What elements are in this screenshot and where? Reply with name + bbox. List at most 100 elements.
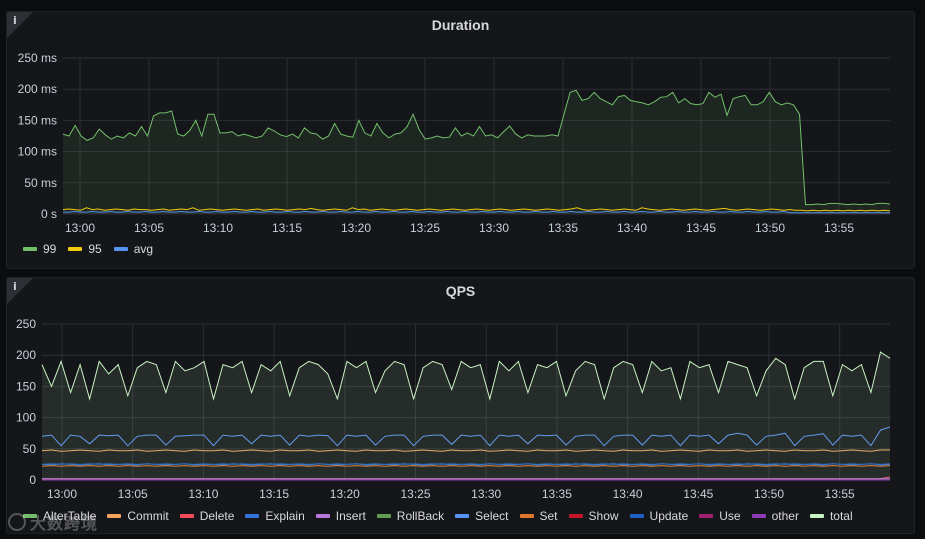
info-icon[interactable]: i	[13, 280, 17, 293]
legend-item-Delete[interactable]: Delete	[179, 509, 235, 523]
legend-item-AlterTable[interactable]: AlterTable	[23, 509, 96, 523]
legend-item-Use[interactable]: Use	[699, 509, 741, 523]
series-line-99	[62, 89, 891, 206]
legend-swatch	[751, 514, 766, 518]
legend-swatch	[315, 514, 330, 518]
x-tick-label: 13:55	[824, 221, 854, 235]
legend-label: 99	[43, 242, 57, 256]
x-tick-label: 13:50	[755, 221, 785, 235]
legend-label: Use	[719, 509, 741, 523]
legend-swatch	[809, 514, 824, 518]
y-tick-label: 150	[16, 379, 36, 393]
legend-swatch	[376, 514, 391, 518]
x-tick-label: 13:30	[479, 221, 509, 235]
x-tick-label: 13:55	[825, 487, 855, 501]
series-area-total	[42, 352, 890, 480]
x-tick-label: 13:50	[754, 487, 784, 501]
series-line-total	[41, 351, 891, 401]
legend-item-total[interactable]: total	[809, 509, 853, 523]
series-area-99	[63, 90, 890, 214]
series-line-Set	[41, 465, 891, 467]
x-tick-label: 13:20	[330, 487, 360, 501]
legend-swatch	[568, 514, 583, 518]
watermark-text: 大数跨境	[30, 516, 99, 533]
x-tick-label: 13:10	[188, 487, 218, 501]
legend-swatch	[107, 514, 122, 518]
legend-label: Update	[649, 509, 689, 523]
legend-swatch	[68, 247, 83, 251]
legend-swatch	[245, 514, 260, 518]
series-line-Update	[41, 463, 891, 465]
legend-item-Set[interactable]: Set	[519, 509, 558, 523]
legend-label: 95	[88, 242, 102, 256]
x-tick-label: 13:15	[259, 487, 289, 501]
x-tick-label: 13:45	[686, 221, 716, 235]
legend-label: Commit	[127, 509, 169, 523]
x-tick-label: 13:00	[47, 487, 77, 501]
x-tick-label: 13:35	[548, 221, 578, 235]
panel-title[interactable]: QPS	[445, 283, 476, 299]
y-tick-label: 0	[29, 473, 36, 487]
info-icon[interactable]: i	[13, 14, 17, 27]
legend-swatch	[699, 514, 714, 518]
panel-corner[interactable]	[7, 278, 33, 304]
legend-swatch	[455, 514, 470, 518]
y-tick-label: 0 s	[41, 207, 57, 221]
x-tick-label: 13:05	[134, 221, 164, 235]
legend-swatch	[519, 514, 534, 518]
legend-label: Insert	[335, 509, 366, 523]
legend-label: Explain	[265, 509, 305, 523]
y-tick-label: 100 ms	[18, 145, 57, 159]
legend-item-RollBack[interactable]: RollBack	[376, 509, 445, 523]
legend-label: avg	[133, 242, 154, 256]
legend-swatch	[179, 514, 194, 518]
x-tick-label: 13:45	[683, 487, 713, 501]
x-tick-label: 13:10	[203, 221, 233, 235]
y-tick-label: 250	[16, 317, 36, 331]
qps-panel: i QPS 0 50 100 150 200 250 13:00 13:05 13:10 13:1…	[6, 277, 915, 534]
series-line-Commit	[41, 449, 890, 452]
legend-label: total	[829, 509, 853, 523]
legend-label: RollBack	[396, 509, 445, 523]
y-tick-label: 250 ms	[18, 51, 57, 65]
x-tick-label: 13:15	[272, 221, 302, 235]
legend-item-95[interactable]: 95	[68, 242, 102, 256]
legend-label: Delete	[199, 509, 235, 523]
legend-swatch	[23, 514, 37, 518]
panel-corner[interactable]	[7, 12, 33, 38]
legend-item-99[interactable]: 99	[23, 242, 56, 256]
watermark-logo-icon	[8, 513, 26, 531]
x-tick-label: 13:00	[65, 221, 95, 235]
y-tick-label: 200	[16, 348, 36, 362]
legend-item-Select[interactable]: Select	[455, 509, 509, 523]
y-tick-label: 50	[23, 442, 37, 456]
panel-title[interactable]: Duration	[431, 17, 490, 33]
legend-label: AlterTable	[43, 509, 97, 523]
duration-chart: 0 s 50 ms 100 ms 150 ms 200 ms 250 ms 13:00 13:…	[18, 51, 891, 235]
legend-item-other[interactable]: other	[751, 509, 799, 523]
x-tick-label: 13:40	[613, 487, 643, 501]
legend-item-Update[interactable]: Update	[629, 509, 689, 523]
x-tick-label: 13:40	[617, 221, 647, 235]
y-tick-label: 100	[16, 411, 36, 425]
x-tick-label: 13:30	[471, 487, 501, 501]
legend-label: Show	[588, 509, 619, 523]
x-tick-label: 13:35	[542, 487, 572, 501]
y-tick-label: 200 ms	[18, 82, 57, 96]
legend-item-Commit[interactable]: Commit	[107, 509, 169, 523]
legend-item-Explain[interactable]: Explain	[245, 509, 305, 523]
x-tick-label: 13:25	[400, 487, 430, 501]
legend-item-Show[interactable]: Show	[568, 509, 619, 523]
legend-label: Set	[539, 509, 558, 523]
qps-chart: 0 50 100 150 200 250 13:00 13:05 13:10 13:15 13:20…	[16, 317, 891, 501]
qps-legend: AlterTable Commit Delete Explain Insert RollB…	[23, 509, 853, 523]
legend-item-Insert[interactable]: Insert	[315, 509, 366, 523]
legend-swatch	[23, 247, 37, 251]
duration-panel: i Duration 0 s 50 ms 100 ms 150 ms 200 ms 250…	[6, 11, 915, 269]
series-line-avg	[63, 210, 890, 214]
x-tick-label: 13:20	[341, 221, 371, 235]
duration-legend: 99 95 avg	[23, 242, 153, 256]
legend-swatch	[629, 514, 644, 518]
legend-item-avg[interactable]: avg	[113, 242, 154, 256]
legend-label: Select	[475, 509, 509, 523]
